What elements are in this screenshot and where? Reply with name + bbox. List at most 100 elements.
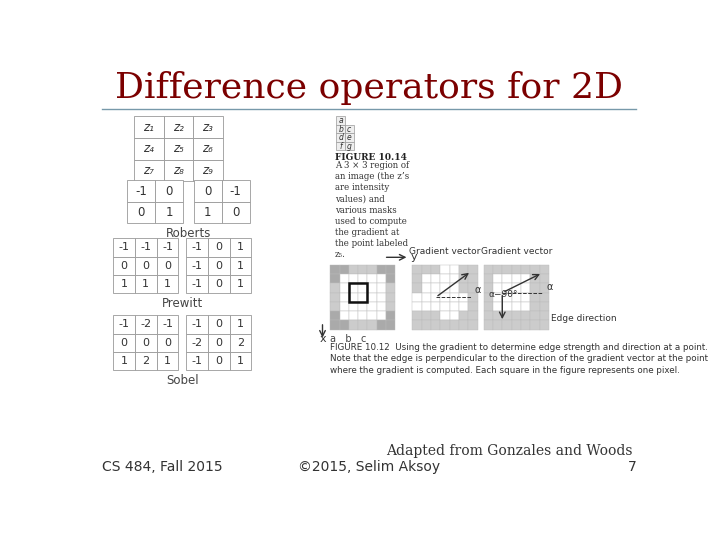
Bar: [441, 293, 449, 302]
Bar: [340, 265, 349, 274]
Bar: [377, 293, 386, 302]
Bar: [230, 315, 251, 334]
Bar: [459, 311, 468, 320]
Bar: [358, 311, 367, 320]
Bar: [340, 311, 349, 320]
Text: 0: 0: [138, 206, 145, 219]
Bar: [413, 265, 422, 274]
Bar: [422, 293, 431, 302]
Bar: [484, 293, 493, 302]
Bar: [230, 334, 251, 352]
Bar: [512, 293, 521, 302]
Bar: [539, 265, 549, 274]
Bar: [512, 320, 521, 330]
Bar: [186, 256, 208, 275]
Bar: [345, 133, 354, 142]
Text: 1: 1: [164, 279, 171, 289]
Bar: [367, 311, 377, 320]
Bar: [503, 320, 512, 330]
Bar: [208, 238, 230, 256]
Bar: [330, 302, 340, 311]
Bar: [468, 284, 477, 293]
Text: g: g: [347, 141, 351, 151]
Bar: [157, 315, 179, 334]
Bar: [449, 293, 459, 302]
Bar: [340, 293, 349, 302]
Bar: [135, 275, 157, 294]
Bar: [358, 293, 367, 302]
Text: z₉: z₉: [202, 164, 213, 177]
Text: FIGURE 10.14: FIGURE 10.14: [335, 153, 407, 163]
Bar: [459, 302, 468, 311]
Bar: [386, 311, 395, 320]
Bar: [512, 284, 521, 293]
Text: Sobel: Sobel: [166, 374, 199, 387]
Bar: [386, 274, 395, 284]
Bar: [358, 284, 367, 293]
Bar: [459, 274, 468, 284]
Bar: [377, 302, 386, 311]
Bar: [468, 293, 477, 302]
Bar: [113, 352, 135, 370]
Bar: [468, 320, 477, 330]
Bar: [358, 265, 367, 274]
Bar: [345, 125, 354, 133]
Bar: [512, 302, 521, 311]
Bar: [358, 274, 367, 284]
Bar: [377, 311, 386, 320]
Text: f: f: [339, 141, 342, 151]
Bar: [413, 320, 422, 330]
Text: Edge direction: Edge direction: [551, 314, 617, 322]
Bar: [367, 274, 377, 284]
Text: 0: 0: [121, 261, 127, 271]
Text: 1: 1: [237, 242, 244, 252]
Bar: [134, 117, 163, 138]
Bar: [194, 202, 222, 224]
Bar: [539, 293, 549, 302]
Bar: [349, 284, 358, 293]
Text: 0: 0: [143, 338, 149, 348]
Bar: [422, 311, 431, 320]
Text: CS 484, Fall 2015: CS 484, Fall 2015: [102, 461, 222, 475]
Bar: [157, 334, 179, 352]
Text: 0: 0: [215, 356, 222, 366]
Text: d: d: [338, 133, 343, 142]
Bar: [441, 265, 449, 274]
Bar: [163, 138, 193, 159]
Bar: [193, 138, 222, 159]
Bar: [493, 320, 503, 330]
Bar: [441, 284, 449, 293]
Bar: [208, 256, 230, 275]
Bar: [113, 315, 135, 334]
Text: 0: 0: [143, 261, 149, 271]
Bar: [503, 293, 512, 302]
Bar: [512, 311, 521, 320]
Bar: [493, 293, 503, 302]
Bar: [157, 238, 179, 256]
Bar: [358, 302, 367, 311]
Bar: [349, 284, 367, 302]
Text: 0: 0: [215, 242, 222, 252]
Bar: [449, 274, 459, 284]
Bar: [155, 202, 183, 224]
Bar: [340, 320, 349, 330]
Bar: [521, 320, 530, 330]
Text: α: α: [546, 282, 553, 293]
Bar: [336, 125, 345, 133]
Bar: [413, 274, 422, 284]
Text: -1: -1: [192, 242, 202, 252]
Bar: [484, 284, 493, 293]
Text: c: c: [347, 125, 351, 133]
Text: Roberts: Roberts: [166, 227, 211, 240]
Bar: [186, 315, 208, 334]
Text: x: x: [319, 334, 326, 344]
Bar: [155, 180, 183, 202]
Text: a: a: [338, 116, 343, 125]
Text: 0: 0: [166, 185, 173, 198]
Bar: [230, 256, 251, 275]
Bar: [113, 238, 135, 256]
Text: -1: -1: [192, 319, 202, 329]
Bar: [521, 302, 530, 311]
Bar: [367, 293, 377, 302]
Bar: [349, 293, 358, 302]
